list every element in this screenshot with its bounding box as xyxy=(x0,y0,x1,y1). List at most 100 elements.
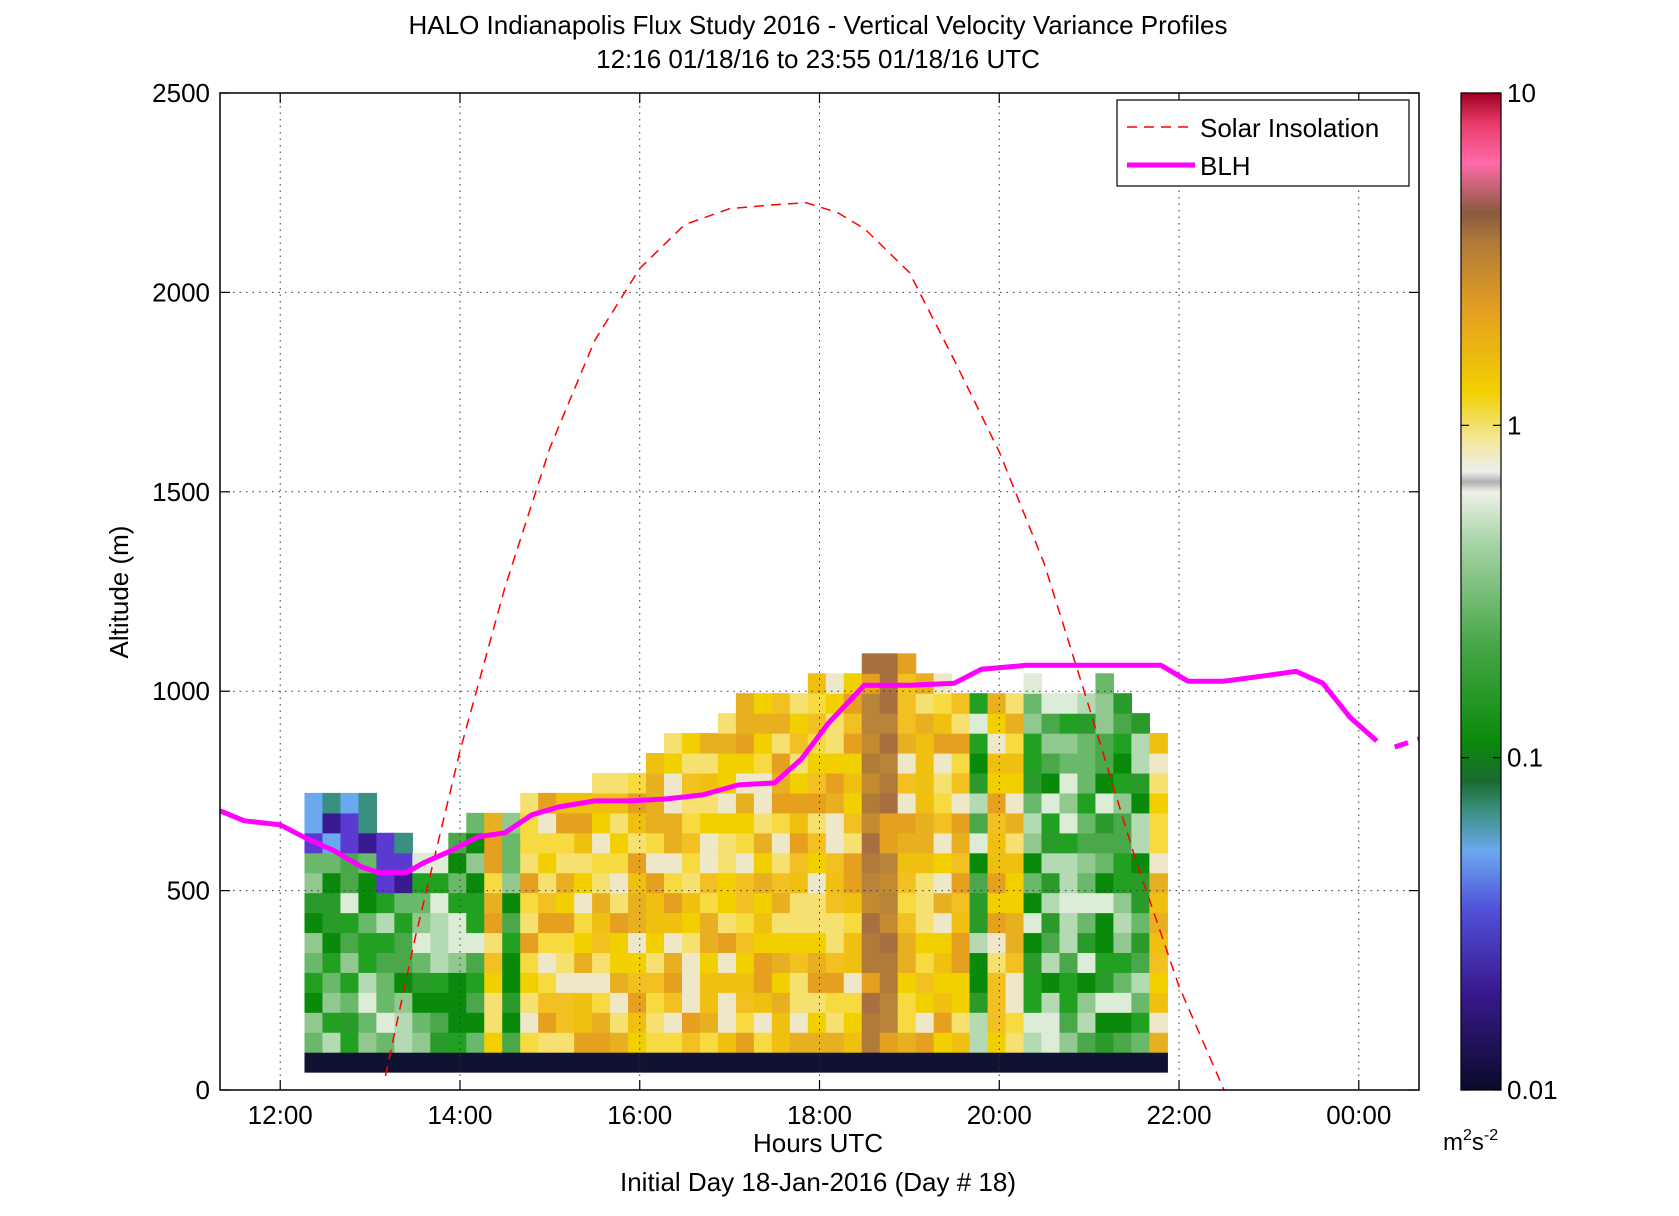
heatmap-cell xyxy=(1023,892,1043,914)
heatmap-cell xyxy=(1131,832,1150,854)
heatmap-cell xyxy=(664,733,683,754)
heatmap-cell xyxy=(699,872,719,894)
heatmap-cell xyxy=(574,912,593,934)
heatmap-cell xyxy=(897,792,917,814)
heatmap-cell xyxy=(1149,892,1168,914)
heatmap-cell xyxy=(358,812,377,834)
heatmap-cell xyxy=(753,912,773,934)
heatmap-cell xyxy=(556,932,575,954)
colorbar-unit-base: m xyxy=(1443,1129,1463,1156)
heatmap-cell xyxy=(664,1052,683,1073)
heatmap-cell xyxy=(466,932,485,954)
heatmap-cell xyxy=(592,952,611,973)
heatmap-cell xyxy=(340,832,360,854)
heatmap-cell xyxy=(322,892,342,914)
heatmap-cell xyxy=(1059,952,1079,973)
legend-box xyxy=(1116,99,1410,187)
heatmap-cell xyxy=(753,1032,773,1053)
heatmap-cell xyxy=(789,892,809,914)
heatmap-cell xyxy=(484,892,503,914)
heatmap-cell xyxy=(430,872,449,894)
heatmap-cell xyxy=(771,892,791,914)
heatmap-cell xyxy=(394,832,413,854)
heatmap-cell xyxy=(987,912,1007,934)
heatmap-cell xyxy=(1041,693,1061,714)
heatmap-cell xyxy=(879,852,899,874)
heatmap-cell xyxy=(951,872,971,894)
heatmap-cell xyxy=(646,932,665,954)
heatmap-cell xyxy=(861,1052,881,1073)
heatmap-cell xyxy=(1149,992,1168,1013)
heatmap-cell xyxy=(376,912,395,934)
heatmap-cell xyxy=(933,1012,953,1033)
heatmap-cell xyxy=(753,932,773,954)
heatmap-cell xyxy=(574,1012,593,1033)
heatmap-cell xyxy=(753,872,773,894)
heatmap-cell xyxy=(574,852,593,874)
heatmap-cell xyxy=(951,892,971,914)
heatmap-cell xyxy=(879,1032,899,1053)
heatmap-cell xyxy=(1023,992,1043,1013)
heatmap-cell xyxy=(879,1012,899,1033)
heatmap-cell xyxy=(681,952,701,973)
heatmap-cell xyxy=(1113,733,1132,754)
heatmap-cell xyxy=(1023,972,1043,993)
legend: Solar Insolation BLH xyxy=(1116,99,1410,187)
heatmap-cell xyxy=(412,992,431,1013)
heatmap-cell xyxy=(843,832,863,854)
heatmap-cell xyxy=(753,852,773,874)
heatmap-cell xyxy=(610,772,629,794)
heatmap-cell xyxy=(538,892,557,914)
heatmap-cell xyxy=(412,872,431,894)
heatmap-cell xyxy=(664,852,683,874)
heatmap-cell xyxy=(664,972,683,993)
colorbar-unit-sup2: -2 xyxy=(1484,1127,1498,1144)
heatmap-cell xyxy=(322,872,342,894)
heatmap-cell xyxy=(394,872,413,894)
heatmap-cell xyxy=(646,812,665,834)
heatmap-cell xyxy=(394,1032,413,1053)
heatmap-cell xyxy=(699,1012,719,1033)
heatmap-cell xyxy=(538,852,557,874)
heatmap-cell xyxy=(412,1012,431,1033)
heatmap-cell xyxy=(1041,972,1061,993)
heatmap-cell xyxy=(1149,812,1168,834)
heatmap-cell xyxy=(951,952,971,973)
heatmap-cell xyxy=(484,812,503,834)
heatmap-cell xyxy=(358,972,377,993)
heatmap-cell xyxy=(412,972,431,993)
heatmap-cell xyxy=(610,1012,629,1033)
heatmap-cell xyxy=(897,872,917,894)
heatmap-cell xyxy=(879,812,899,834)
heatmap-cell xyxy=(735,972,755,993)
heatmap-cell xyxy=(699,733,719,754)
heatmap-cell xyxy=(825,892,845,914)
heatmap-cell xyxy=(412,932,431,954)
heatmap-cell xyxy=(933,693,953,714)
heatmap-cell xyxy=(646,792,665,814)
heatmap-cell xyxy=(915,772,935,794)
heatmap-cell xyxy=(1041,912,1061,934)
heatmap-cell xyxy=(843,1012,863,1033)
heatmap-cell xyxy=(1131,852,1150,874)
heatmap-cell xyxy=(897,1012,917,1033)
heatmap-cell xyxy=(628,932,647,954)
heatmap-cell xyxy=(592,872,611,894)
heatmap-cell xyxy=(879,872,899,894)
heatmap-cell xyxy=(322,952,342,973)
heatmap-cell xyxy=(1131,792,1150,814)
heatmap-cell xyxy=(1131,1052,1150,1073)
heatmap-cell xyxy=(897,892,917,914)
heatmap-cell xyxy=(915,792,935,814)
heatmap-cell xyxy=(879,1052,899,1073)
heatmap-cell xyxy=(1059,792,1079,814)
heatmap-cell xyxy=(1113,1052,1132,1073)
heatmap-cell xyxy=(574,832,593,854)
heatmap-cell xyxy=(1059,912,1079,934)
heatmap-cell xyxy=(484,912,503,934)
heatmap-cell xyxy=(699,1032,719,1053)
heatmap-cell xyxy=(394,1012,413,1033)
heatmap-cell xyxy=(610,872,629,894)
heatmap-cell xyxy=(646,892,665,914)
heatmap-cell xyxy=(861,653,881,674)
